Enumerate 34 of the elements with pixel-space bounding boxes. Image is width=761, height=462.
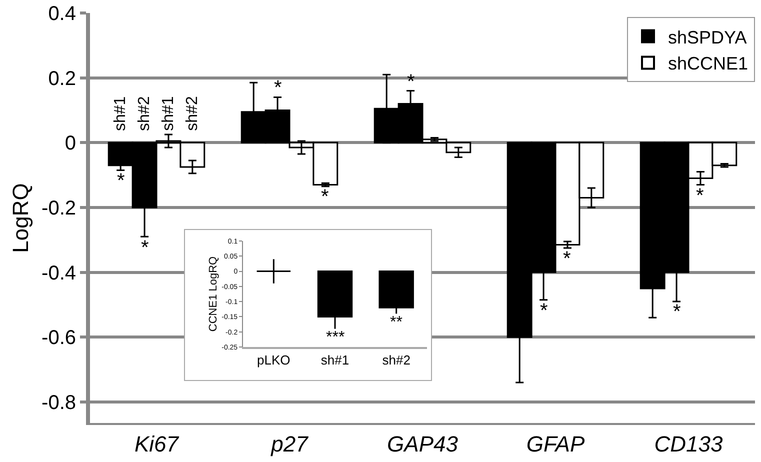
legend-label: shSPDYA: [668, 27, 747, 48]
legend-label: shCCNE1: [668, 54, 748, 74]
y-tick-label: -0.2: [42, 197, 76, 220]
data-label: *: [274, 77, 282, 99]
annotation: sh#1: [112, 96, 130, 132]
x-tick-label: Ki67: [134, 431, 180, 456]
y-tick-label: 0.2: [48, 68, 76, 90]
y-tick-label: -0.8: [42, 392, 76, 414]
y-axis-title: LogRQ: [8, 183, 33, 253]
annotation: sh#1: [160, 96, 178, 131]
data-label: *: [673, 301, 681, 323]
data-label: *: [117, 170, 125, 192]
data-label: *: [540, 300, 548, 322]
data-label: *: [407, 71, 415, 93]
data-label: *: [321, 186, 329, 208]
y-tick-label: 0: [64, 132, 76, 155]
data-label: *: [696, 185, 704, 207]
x-tick-label: GFAP: [526, 431, 585, 456]
data-label: *: [141, 237, 149, 259]
data-label: **: [390, 314, 402, 331]
data-label: ***: [326, 329, 345, 346]
y-tick-label: 0.4: [48, 3, 76, 25]
y-tick-label: -0.6: [42, 327, 76, 350]
y-tick-label: -0.4: [42, 262, 76, 284]
annotation: sh#2: [136, 96, 154, 131]
data-label: *: [563, 248, 571, 270]
y-axis-title: CCNE1 LogRQ: [207, 256, 220, 332]
x-tick-label: sh#2: [382, 352, 410, 368]
annotation: sh#2: [184, 96, 201, 131]
x-tick-label: p27: [270, 431, 309, 456]
x-tick-label: CD133: [654, 431, 724, 456]
x-tick-label: sh#1: [320, 352, 350, 368]
x-tick-label: pLKO: [257, 352, 290, 368]
x-tick-label: GAP43: [387, 431, 459, 456]
